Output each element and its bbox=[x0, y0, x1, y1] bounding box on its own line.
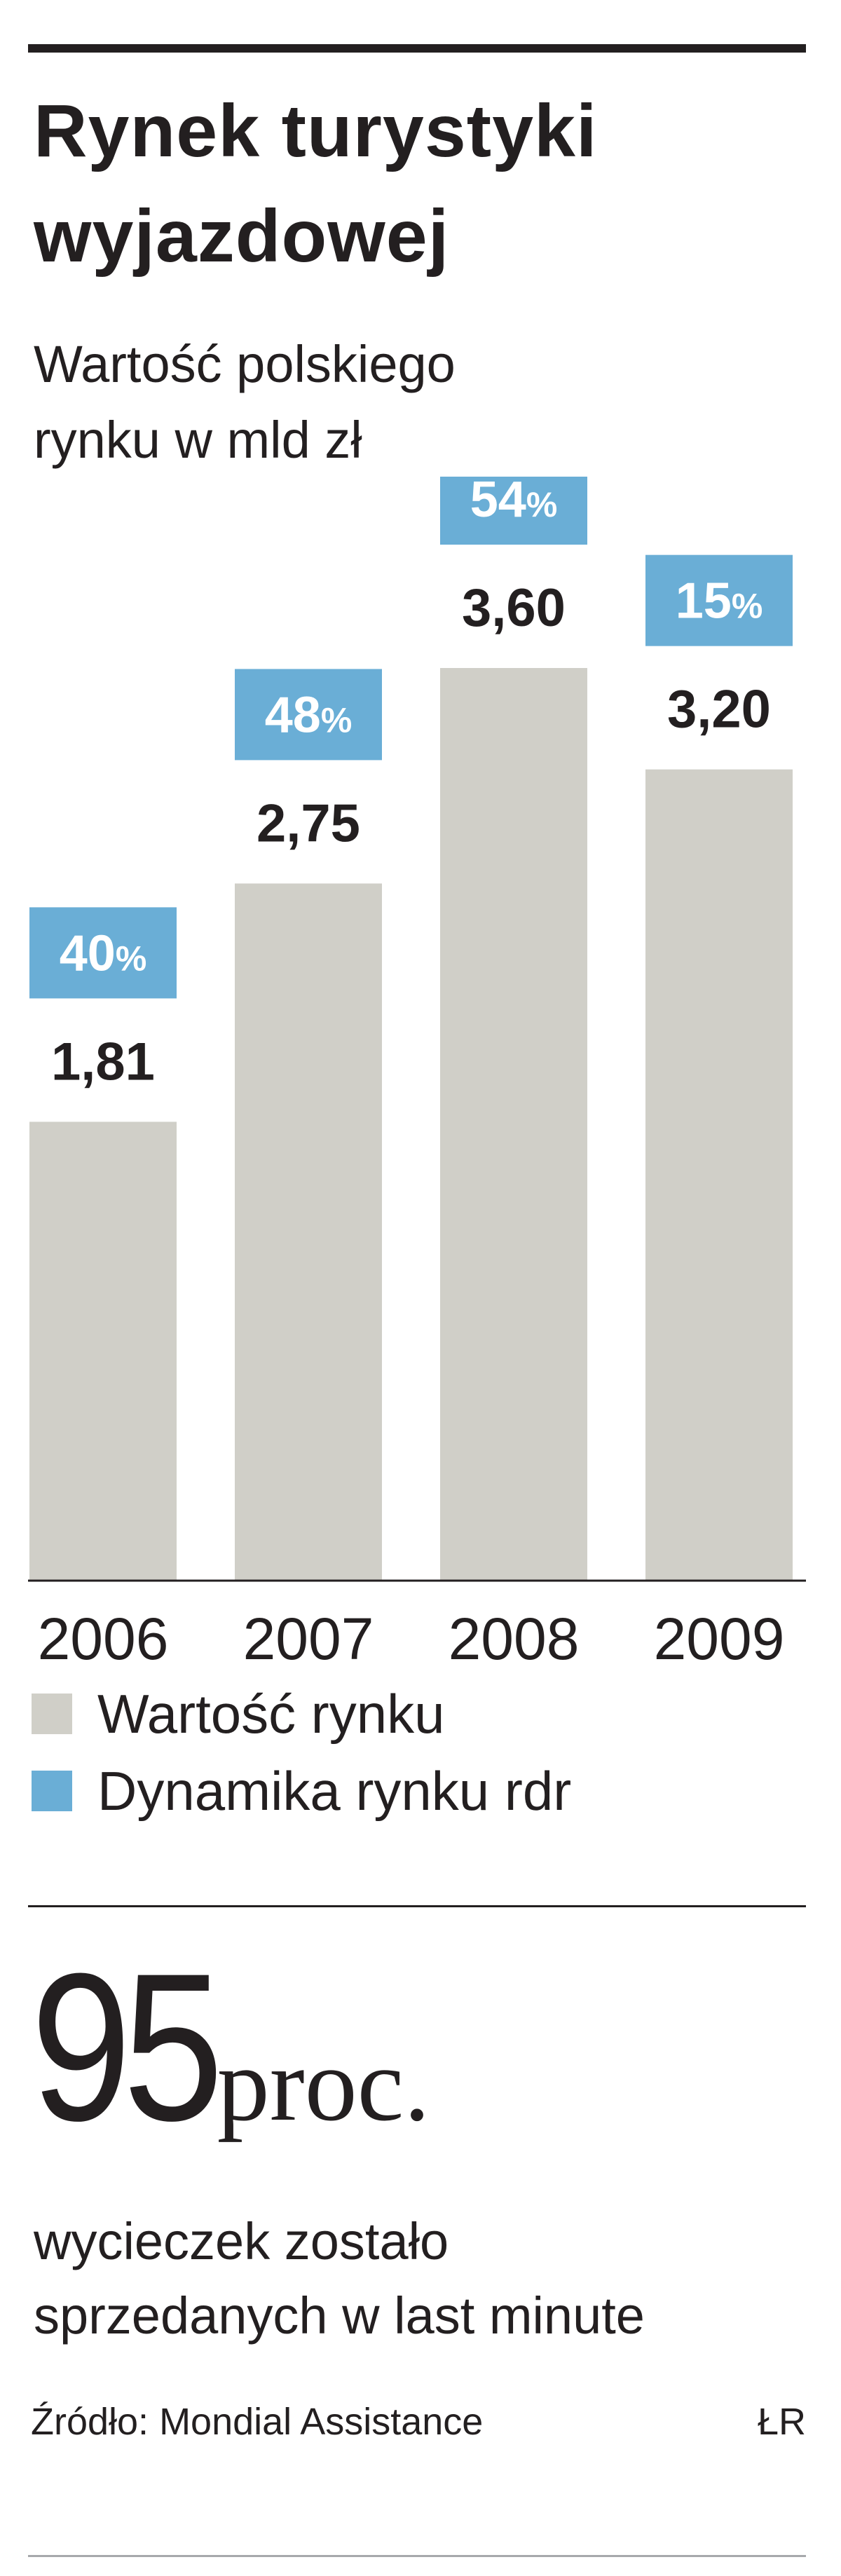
title-line-2: wyjazdowej bbox=[34, 195, 450, 278]
dynamics-badge-2006 bbox=[29, 907, 177, 999]
legend-item-value: Wartość rynku bbox=[32, 1675, 571, 1752]
author-credit: ŁR bbox=[757, 2401, 806, 2443]
big-stat-unit: proc. bbox=[217, 2026, 430, 2143]
dynamics-label-2007: 48% bbox=[265, 687, 353, 743]
stat-line-2: sprzedanych w last minute bbox=[34, 2287, 645, 2345]
section-divider bbox=[28, 1905, 806, 1907]
value-label-2007: 2,75 bbox=[257, 793, 360, 853]
x-tick-2008: 2008 bbox=[449, 1606, 580, 1668]
chart-subtitle: Wartość polskiego rynku w mld zł bbox=[34, 327, 805, 478]
stat-line-1: wycieczek zostało bbox=[34, 2212, 449, 2270]
dynamics-badge-2007 bbox=[235, 669, 382, 761]
subtitle-line-2: rynku w mld zł bbox=[34, 411, 362, 469]
x-tick-2009: 2009 bbox=[654, 1606, 785, 1668]
value-label-2006: 1,81 bbox=[51, 1032, 155, 1091]
x-tick-2006: 2006 bbox=[38, 1606, 169, 1668]
big-stat: 95proc. bbox=[31, 1942, 430, 2152]
title-line-1: Rynek turystyki bbox=[34, 90, 598, 172]
legend-label-value: Wartość rynku bbox=[97, 1683, 445, 1745]
source-note: Źródło: Mondial Assistance bbox=[31, 2401, 484, 2443]
subtitle-line-1: Wartość polskiego bbox=[34, 335, 456, 393]
legend-swatch-value bbox=[32, 1694, 72, 1734]
legend-swatch-dynamics bbox=[32, 1771, 72, 1811]
dynamics-badge-2008 bbox=[440, 477, 587, 545]
stat-description: wycieczek zostało sprzedanych w last min… bbox=[34, 2204, 805, 2353]
legend: Wartość rynku Dynamika rynku rdr bbox=[32, 1675, 571, 1829]
value-label-2008: 3,60 bbox=[462, 578, 566, 638]
bar-2006 bbox=[29, 1122, 177, 1581]
bar-2008 bbox=[440, 668, 587, 1581]
big-stat-number: 95 bbox=[31, 1929, 224, 2165]
bar-2009 bbox=[645, 769, 793, 1581]
value-label-2009: 3,20 bbox=[667, 680, 771, 740]
top-rule bbox=[28, 44, 806, 53]
legend-item-dynamics: Dynamika rynku rdr bbox=[32, 1752, 571, 1829]
bar-chart: 1,8140%20062,7548%20073,6054%20083,2015%… bbox=[28, 477, 806, 1668]
bar-2007 bbox=[235, 883, 382, 1581]
chart-title: Rynek turystyki wyjazdowej bbox=[34, 79, 805, 289]
dynamics-label-2008: 54% bbox=[470, 477, 558, 528]
x-tick-2007: 2007 bbox=[243, 1606, 374, 1668]
dynamics-badge-2009 bbox=[645, 554, 793, 646]
bottom-rule bbox=[28, 2555, 806, 2557]
legend-label-dynamics: Dynamika rynku rdr bbox=[97, 1760, 572, 1822]
